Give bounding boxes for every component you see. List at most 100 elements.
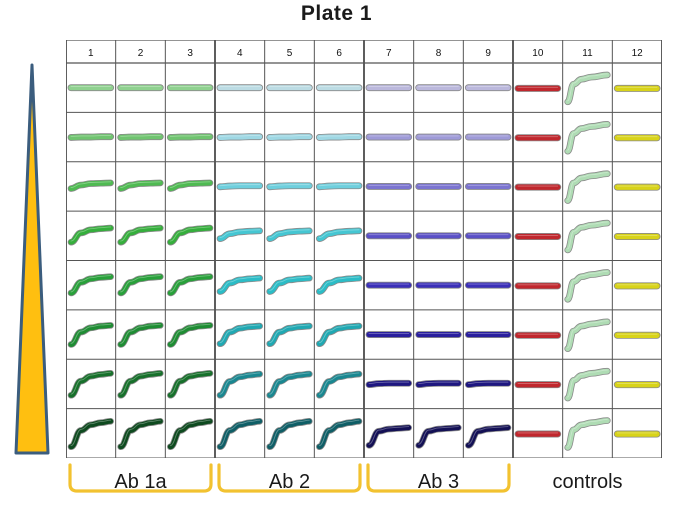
well-curve <box>166 84 214 92</box>
well-curve <box>167 417 214 451</box>
column-header-1[interactable]: 1 <box>88 48 94 59</box>
well-curve <box>266 84 313 92</box>
well-curve <box>415 84 462 92</box>
well-curve <box>315 182 363 191</box>
well-curve <box>564 71 611 106</box>
column-header-4[interactable]: 4 <box>237 48 243 59</box>
well-curve <box>365 84 413 92</box>
column-header-11[interactable]: 11 <box>582 48 593 59</box>
column-header-5[interactable]: 5 <box>286 48 293 59</box>
well-curve <box>167 179 214 192</box>
well-curve <box>464 379 512 389</box>
well-curve <box>465 424 512 449</box>
concentration-gradient-triangle <box>13 63 51 457</box>
well-curve <box>216 227 263 242</box>
well-curve <box>316 322 363 348</box>
group-bracket-ab-2 <box>217 463 362 493</box>
well-curve <box>216 274 263 295</box>
well-curve <box>67 370 114 399</box>
well-curve <box>415 331 462 338</box>
group-label-ab-2: Ab 2 <box>268 471 311 493</box>
well-curve <box>514 84 562 92</box>
well-curve <box>613 282 661 290</box>
well-curve <box>67 84 115 92</box>
well-curve <box>117 224 164 246</box>
page-title: Plate 1 <box>300 2 373 25</box>
well-curve <box>564 121 611 155</box>
well-curve <box>464 232 512 240</box>
well-curve <box>564 367 611 402</box>
well-curve <box>365 183 413 190</box>
well-curve <box>564 170 611 204</box>
well-curve <box>514 430 562 438</box>
well-curve <box>216 417 263 451</box>
group-label-ab-1a: Ab 1a <box>114 471 167 493</box>
well-curve <box>117 322 164 348</box>
group-bracket-ab-1a <box>68 463 213 493</box>
well-curve <box>415 133 462 141</box>
well-curve <box>266 322 313 348</box>
well-curve <box>67 322 114 348</box>
well-curve <box>216 182 264 191</box>
well-curve <box>117 179 164 192</box>
well-curve <box>613 183 661 191</box>
group-bracket-ab-3 <box>366 463 511 493</box>
well-curve <box>365 331 413 338</box>
well-curve <box>315 133 363 141</box>
plate-grid <box>66 40 662 458</box>
column-header-9[interactable]: 9 <box>485 48 491 59</box>
well-curve <box>266 274 313 295</box>
column-header-12[interactable]: 12 <box>631 48 643 59</box>
well-curve <box>316 274 363 295</box>
well-curve <box>216 84 264 92</box>
well-curve <box>365 281 413 289</box>
column-header-2[interactable]: 2 <box>137 48 144 59</box>
well-curve <box>67 133 115 141</box>
well-curve <box>67 273 114 297</box>
well-curve <box>415 424 462 449</box>
well-curve <box>117 370 164 399</box>
well-curve <box>613 430 661 438</box>
well-curve <box>564 269 611 303</box>
column-header-8[interactable]: 8 <box>435 48 442 59</box>
well-curve <box>564 219 611 254</box>
well-curve <box>464 183 512 190</box>
well-curve <box>464 133 512 141</box>
column-header-6[interactable]: 6 <box>336 48 342 59</box>
well-curve <box>117 273 164 297</box>
well-curve <box>564 318 611 353</box>
well-curve <box>167 370 214 399</box>
well-curve <box>117 133 164 141</box>
well-curve <box>464 281 512 289</box>
well-curve <box>266 370 313 399</box>
well-curve <box>67 417 114 451</box>
well-curve <box>415 232 462 240</box>
well-curve <box>613 134 661 142</box>
well-curve <box>167 273 214 297</box>
well-curve <box>316 417 363 451</box>
well-curve <box>266 182 313 191</box>
well-curve <box>464 331 512 338</box>
column-header-10[interactable]: 10 <box>532 48 544 59</box>
well-curve <box>266 417 313 451</box>
well-curve <box>613 233 661 241</box>
column-header-7[interactable]: 7 <box>386 48 392 59</box>
well-curve <box>365 133 413 141</box>
well-curve <box>514 381 562 389</box>
well-curve <box>266 133 313 141</box>
well-curve <box>167 224 214 246</box>
well-curve <box>316 227 363 242</box>
well-curve <box>166 133 214 141</box>
well-curve <box>613 381 661 389</box>
well-curve <box>415 183 462 190</box>
well-curve <box>216 370 263 399</box>
well-curve <box>117 84 164 92</box>
well-curve <box>216 133 264 141</box>
well-curve <box>67 224 114 246</box>
group-label-controls: controls <box>552 471 623 493</box>
well-curve <box>514 282 562 290</box>
column-header-3[interactable]: 3 <box>187 48 193 59</box>
well-curve <box>315 84 363 92</box>
well-curve <box>316 370 363 399</box>
well-curve <box>415 281 462 289</box>
